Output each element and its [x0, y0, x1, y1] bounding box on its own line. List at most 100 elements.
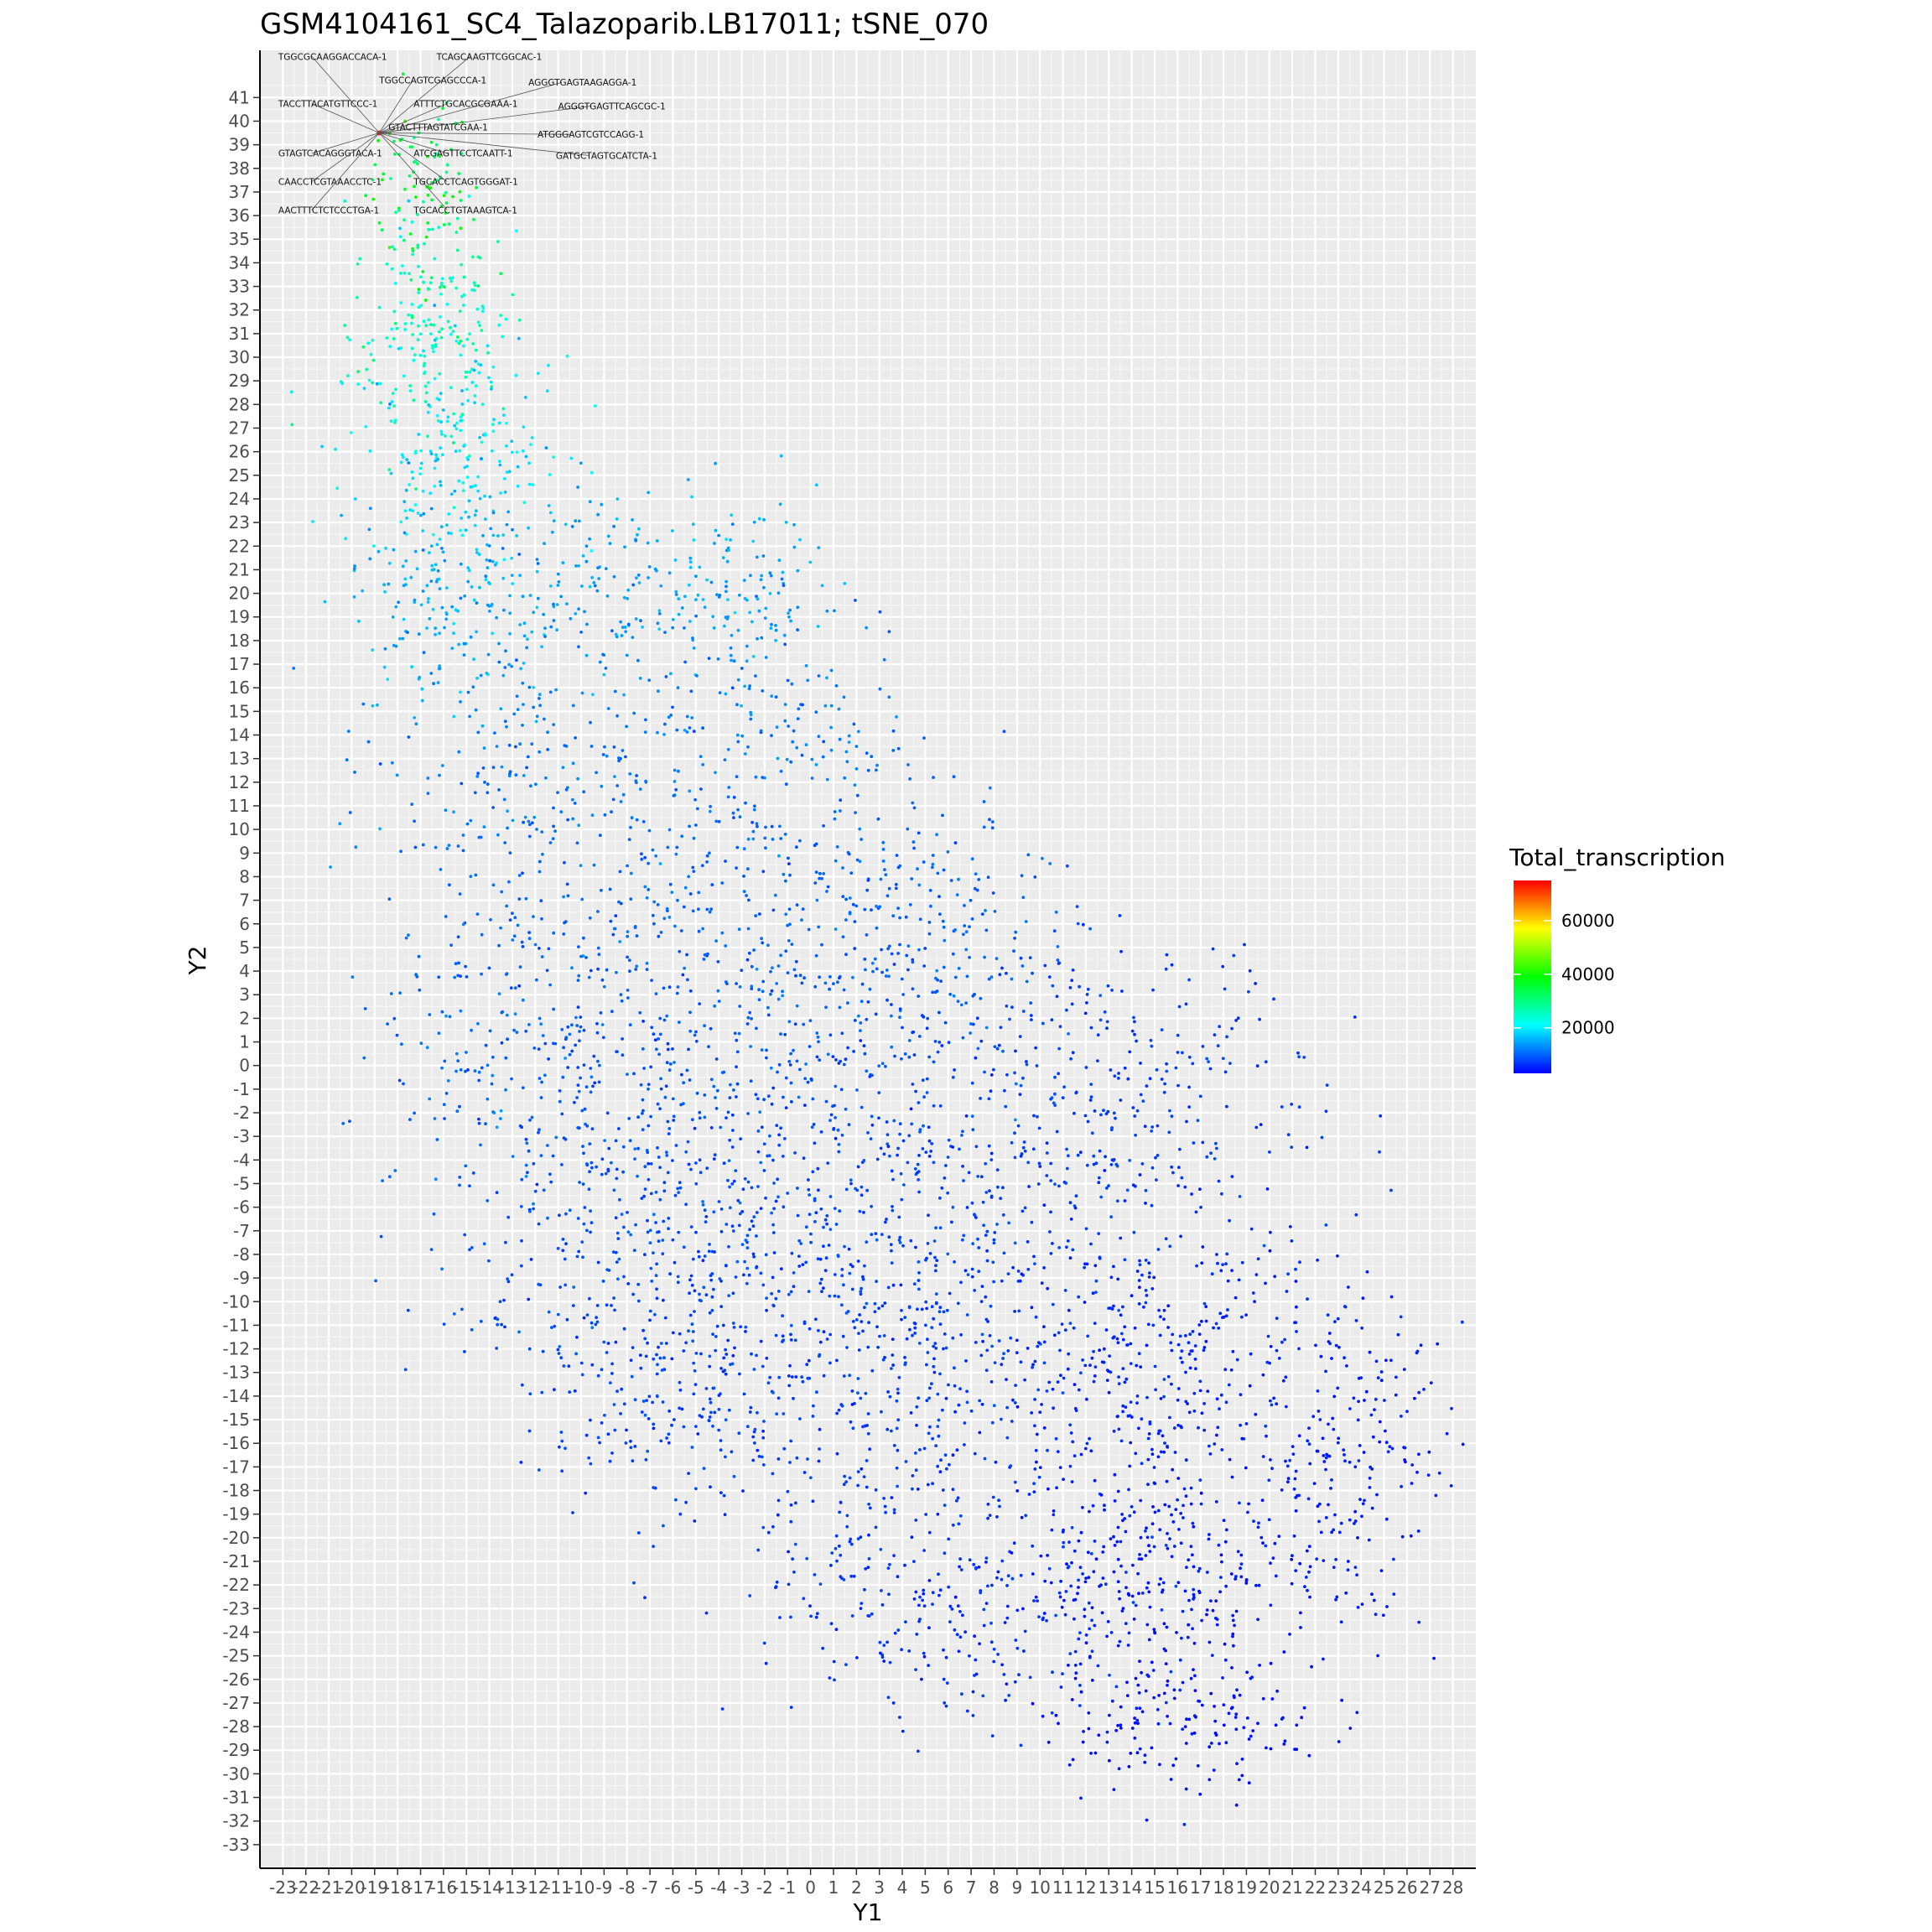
- data-point: [729, 653, 733, 657]
- data-point: [759, 1339, 763, 1343]
- data-point: [1363, 1399, 1366, 1402]
- data-point: [846, 1310, 850, 1313]
- data-point: [1184, 1334, 1187, 1337]
- data-point: [749, 717, 753, 721]
- data-point: [1294, 1321, 1298, 1325]
- data-point: [405, 517, 408, 520]
- data-point: [682, 1349, 686, 1353]
- data-point: [1254, 982, 1257, 985]
- data-point: [656, 730, 659, 735]
- data-point: [725, 559, 730, 564]
- data-point: [977, 1246, 981, 1249]
- data-point: [433, 1117, 437, 1120]
- data-point: [426, 776, 430, 780]
- data-point: [1415, 1351, 1419, 1355]
- data-point: [926, 1337, 929, 1342]
- data-point: [388, 402, 392, 406]
- data-point: [460, 782, 464, 786]
- data-point: [974, 1216, 978, 1219]
- data-point: [633, 1445, 637, 1448]
- data-point: [727, 1159, 731, 1162]
- data-point: [1065, 1147, 1068, 1151]
- data-point: [980, 912, 984, 916]
- data-point: [538, 693, 542, 697]
- data-point: [1207, 1060, 1210, 1063]
- data-point: [1445, 1431, 1449, 1436]
- data-point: [771, 1231, 776, 1234]
- data-point: [1049, 1581, 1053, 1585]
- data-point: [589, 1418, 592, 1422]
- data-point: [990, 826, 995, 830]
- data-point: [478, 256, 482, 260]
- data-point: [1018, 1093, 1022, 1096]
- data-point: [1165, 1479, 1169, 1483]
- data-point: [615, 970, 618, 974]
- data-point: [871, 969, 875, 974]
- data-point: [488, 582, 491, 585]
- data-point: [783, 1137, 787, 1140]
- data-point: [1353, 1465, 1358, 1469]
- data-point: [1012, 1541, 1016, 1545]
- data-point: [781, 989, 784, 994]
- data-point: [643, 1187, 647, 1191]
- data-point: [1404, 1460, 1407, 1464]
- data-point: [839, 809, 842, 813]
- data-point: [989, 1380, 994, 1384]
- data-point: [719, 1125, 723, 1130]
- data-point: [743, 1176, 747, 1181]
- data-point: [951, 1488, 955, 1492]
- data-point: [931, 1436, 934, 1441]
- data-point: [452, 412, 455, 416]
- data-point: [786, 678, 790, 683]
- data-point: [1124, 1377, 1129, 1381]
- data-point: [724, 584, 728, 589]
- data-point: [558, 1213, 561, 1218]
- data-point: [868, 1075, 872, 1078]
- data-point: [776, 1457, 781, 1461]
- data-point: [452, 1312, 456, 1316]
- data-point: [1277, 1356, 1281, 1360]
- data-point: [652, 1213, 656, 1217]
- data-point: [1177, 1005, 1182, 1009]
- data-point: [1355, 1573, 1358, 1577]
- data-point: [1254, 1125, 1259, 1130]
- data-point: [346, 730, 351, 733]
- data-point: [1336, 1441, 1340, 1445]
- data-point: [938, 1470, 943, 1474]
- data-point: [1306, 1588, 1309, 1592]
- data-point: [1071, 1051, 1075, 1055]
- data-point: [1343, 1453, 1346, 1457]
- data-point: [1306, 1497, 1311, 1501]
- data-point: [823, 981, 828, 985]
- data-point: [647, 1394, 652, 1399]
- data-point: [860, 1000, 864, 1004]
- data-point: [1078, 1662, 1083, 1666]
- data-point: [962, 1233, 966, 1238]
- data-point: [547, 1310, 551, 1314]
- data-point: [835, 1358, 839, 1363]
- data-point: [584, 956, 588, 959]
- data-point: [807, 927, 811, 932]
- data-point: [721, 1369, 725, 1374]
- data-point: [662, 1018, 667, 1022]
- data-point: [429, 323, 433, 326]
- data-point: [565, 602, 569, 605]
- data-point: [770, 1102, 774, 1106]
- data-point: [989, 975, 994, 979]
- data-point: [603, 1414, 606, 1417]
- data-point: [1120, 1609, 1124, 1613]
- data-point: [1233, 1716, 1238, 1719]
- data-point: [694, 1161, 698, 1165]
- data-point: [792, 1396, 795, 1400]
- data-point: [573, 802, 577, 805]
- data-point: [968, 925, 971, 928]
- data-point: [814, 483, 818, 487]
- data-point: [749, 1079, 753, 1083]
- data-point: [1057, 1046, 1061, 1051]
- data-point: [429, 332, 433, 336]
- data-point: [1280, 1105, 1284, 1109]
- data-point: [984, 1317, 989, 1322]
- data-point: [722, 1356, 726, 1360]
- data-point: [1179, 1425, 1183, 1428]
- data-point: [455, 216, 460, 221]
